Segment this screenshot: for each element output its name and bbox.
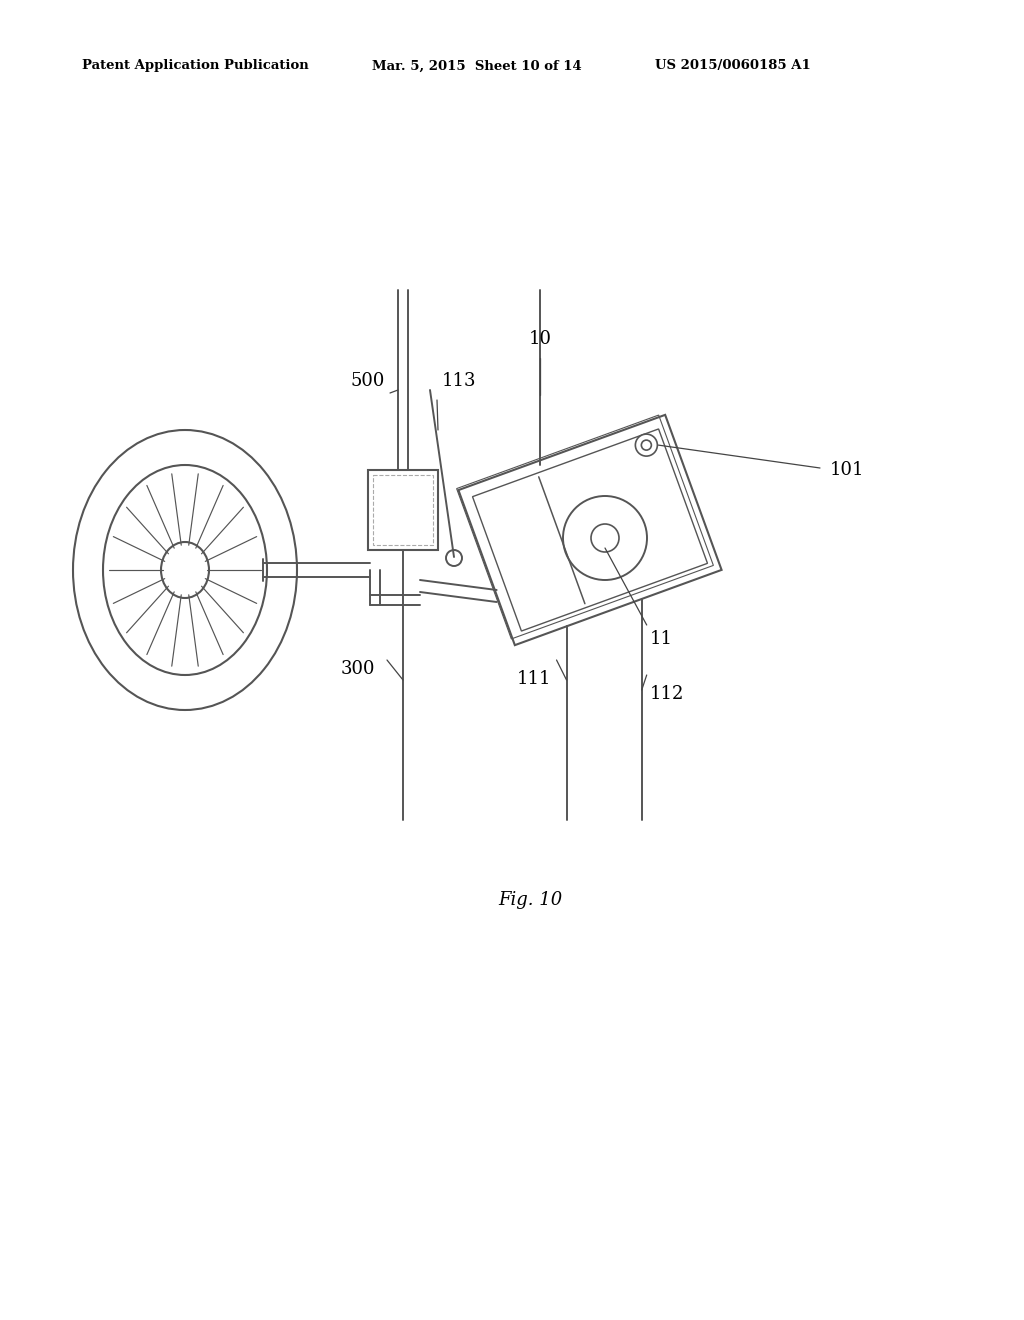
Text: US 2015/0060185 A1: US 2015/0060185 A1: [655, 59, 811, 73]
Text: 11: 11: [649, 630, 673, 648]
Text: 101: 101: [830, 461, 864, 479]
Text: Mar. 5, 2015  Sheet 10 of 14: Mar. 5, 2015 Sheet 10 of 14: [372, 59, 582, 73]
Text: Patent Application Publication: Patent Application Publication: [82, 59, 309, 73]
Text: 113: 113: [442, 372, 476, 389]
Bar: [368, 470, 438, 550]
Text: 300: 300: [341, 660, 375, 678]
Text: 112: 112: [649, 685, 684, 704]
Circle shape: [635, 434, 657, 457]
Circle shape: [446, 550, 462, 566]
Text: 10: 10: [528, 330, 552, 348]
Text: 500: 500: [350, 372, 385, 389]
Text: Fig. 10: Fig. 10: [498, 891, 562, 909]
Bar: [373, 475, 433, 545]
Text: 111: 111: [517, 671, 552, 688]
